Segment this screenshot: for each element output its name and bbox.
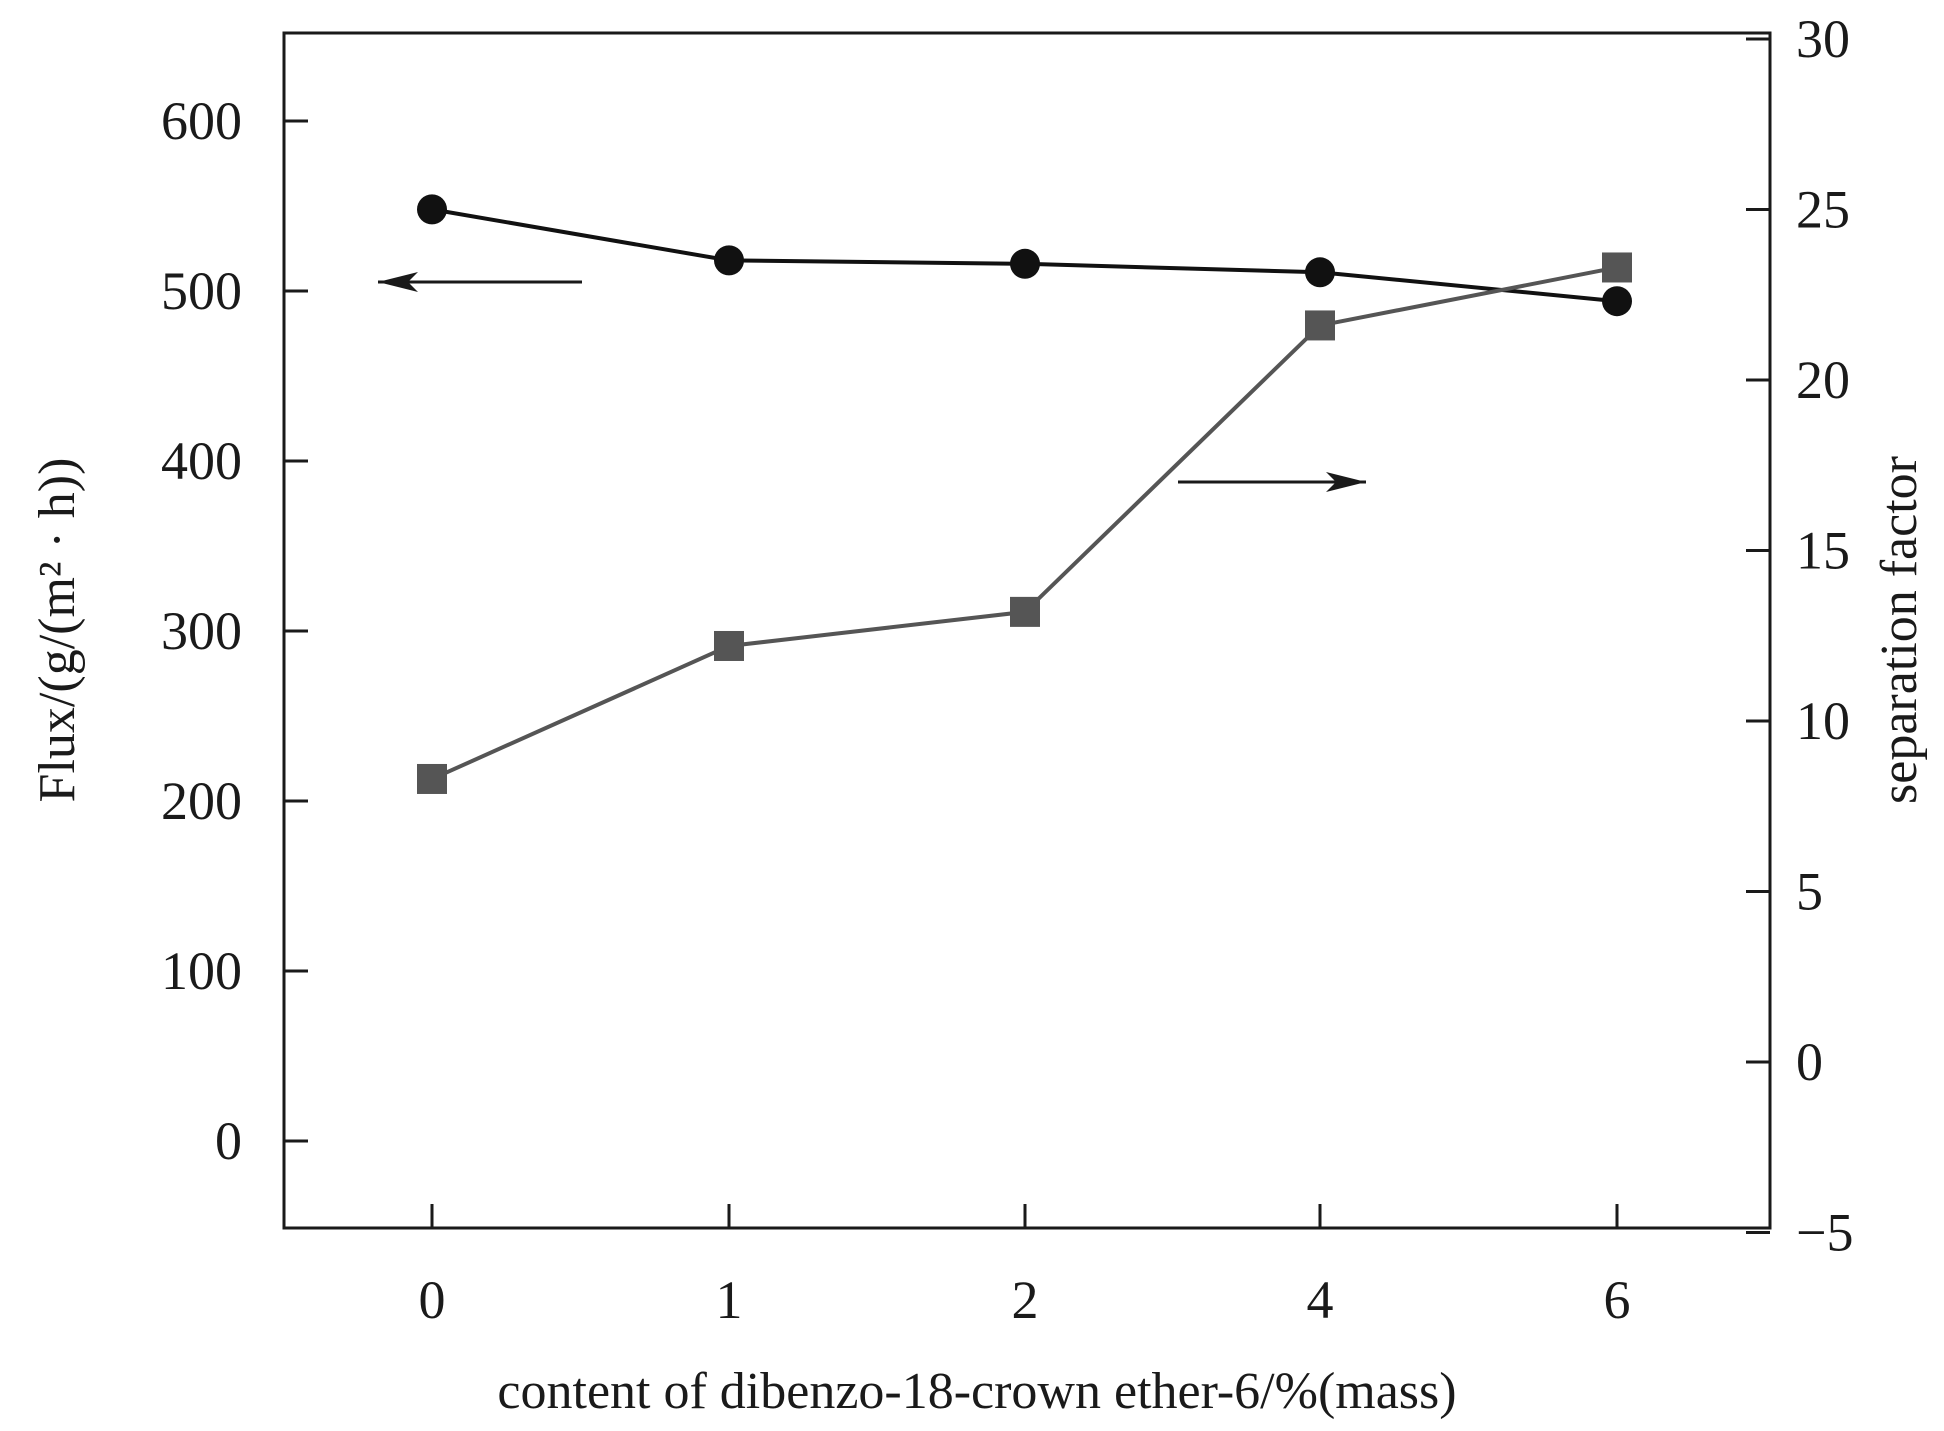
x-tick-label: 0 (419, 1270, 446, 1330)
right-y-tick-label: 10 (1796, 691, 1850, 751)
series-2-point (714, 630, 744, 661)
right-axis-arrow-head (1326, 472, 1366, 492)
annotation-layer (378, 272, 1366, 492)
left-axis-arrow-head (378, 272, 418, 292)
left-y-tick-label: 400 (161, 431, 242, 491)
series-1-point (714, 245, 744, 276)
x-tick-label: 6 (1604, 1270, 1631, 1330)
x-axis-title: content of dibenzo-18-crown ether-6/%(ma… (497, 1363, 1456, 1420)
left-y-ticks: 0 100 200 300 400 500 600 (161, 91, 308, 1171)
x-tick-label: 4 (1307, 1270, 1334, 1330)
x-ticks: 0 1 2 4 6 (419, 1204, 1631, 1330)
series-1-point (1305, 257, 1335, 288)
left-y-tick-label: 600 (161, 91, 242, 151)
right-y-tick-label: 25 (1796, 180, 1850, 240)
right-y-tick-label: 0 (1796, 1032, 1823, 1092)
left-y-tick-label: 500 (161, 261, 242, 321)
series-2-point (1305, 310, 1335, 341)
right-y-tick-label: 20 (1796, 350, 1850, 410)
right-y-tick-label: 5 (1796, 862, 1823, 922)
left-y-tick-label: 100 (161, 941, 242, 1001)
right-y-tick-label: 15 (1796, 521, 1850, 581)
series-1-point (417, 194, 447, 225)
left-y-tick-label: 300 (161, 601, 242, 661)
series-1-point (1602, 286, 1632, 317)
series-2-point (1010, 596, 1040, 627)
x-tick-label: 2 (1012, 1270, 1039, 1330)
left-y-axis-title: Flux/(g/(m² · h)) (29, 458, 86, 803)
right-y-tick-label: −5 (1796, 1203, 1853, 1263)
series-line-2 (431, 265, 1618, 781)
series-2-point (1602, 252, 1632, 283)
x-tick-label: 1 (716, 1270, 743, 1330)
plot-frame (282, 31, 1772, 1230)
right-y-axis-title: separation factor (1871, 456, 1928, 804)
series-layer (417, 194, 1632, 794)
series-1-point (1010, 248, 1040, 279)
left-y-tick-label: 0 (215, 1111, 242, 1171)
right-y-ticks: −5 0 5 10 15 20 25 30 (1746, 9, 1853, 1263)
right-y-tick-label: 30 (1796, 9, 1850, 69)
series-2-point (417, 763, 447, 794)
left-y-tick-label: 200 (161, 771, 242, 831)
